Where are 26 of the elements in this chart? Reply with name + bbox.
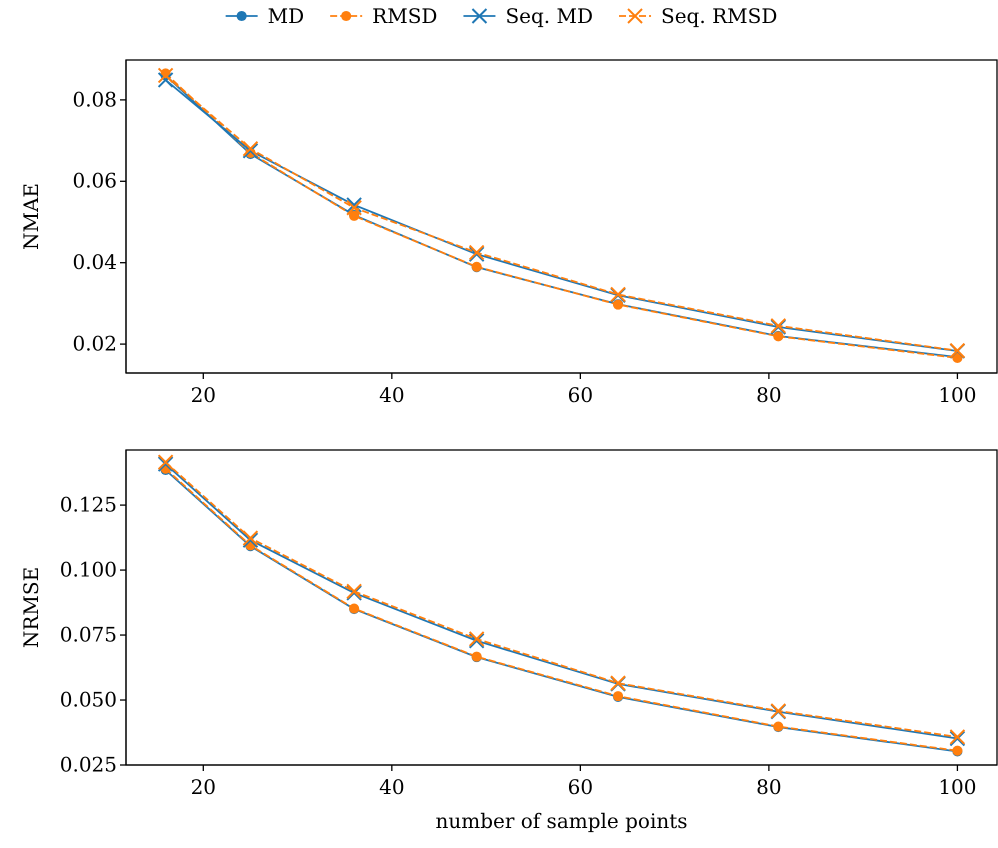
x-tick-label: 100 [938,775,977,799]
y-tick-label: 0.06 [72,168,117,193]
y-tick-label: 0.050 [60,687,117,712]
x-tick-label: 40 [379,383,405,407]
x-tick-label: 60 [568,383,594,407]
legend-label: RMSD [372,4,438,28]
y-tick-label: 0.125 [60,492,117,516]
y-tick-label: 0.075 [60,622,117,646]
y-axis-title: NRMSE [19,566,43,648]
x-tick-label: 20 [190,383,216,407]
x-tick-label: 80 [756,775,782,799]
legend-label: Seq. RMSD [661,4,778,28]
y-tick-label: 0.100 [60,557,117,582]
y-axis-title: NMAE [19,182,43,250]
y-tick-label: 0.025 [60,752,117,776]
y-tick-label: 0.08 [72,87,117,112]
legend-label: MD [268,4,304,28]
x-tick-label: 80 [756,383,782,407]
x-tick-label: 60 [568,775,594,799]
x-tick-label: 40 [379,775,405,799]
y-tick-label: 0.02 [72,332,117,356]
x-tick-label: 100 [938,383,977,407]
x-tick-label: 20 [190,775,216,799]
x-axis-title: number of sample points [435,809,688,833]
legend-label: Seq. MD [505,4,594,28]
y-tick-label: 0.04 [72,250,117,274]
